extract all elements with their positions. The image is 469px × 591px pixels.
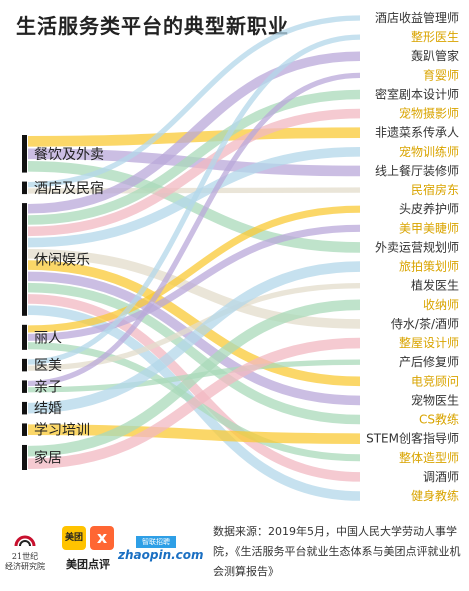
target-label: 轰趴管家 (411, 48, 459, 63)
flow-link (27, 424, 361, 444)
flow-link (27, 160, 361, 253)
source-bar (22, 135, 27, 173)
source-label: 休闲娱乐 (34, 252, 90, 268)
target-label: 酒店收益管理师 (375, 10, 459, 25)
flow-link (27, 224, 361, 341)
target-label: 旅拍策划师 (399, 259, 459, 274)
flow-link (27, 260, 361, 387)
institute-21-logo: 21世纪 经济研究院 (4, 524, 45, 580)
source-label: 酒店及民宿 (34, 180, 104, 197)
meituan-logo-text: 美团点评 (66, 558, 110, 571)
meituan-square-icon: 美团 (62, 526, 86, 550)
source-bar (22, 423, 27, 436)
flow-link (27, 34, 361, 365)
target-label: 宠物摄影师 (399, 106, 459, 121)
target-label: 宠物医生 (411, 392, 459, 407)
target-label: 电竞顾问 (411, 374, 459, 388)
target-label: 美甲美睫师 (399, 221, 459, 235)
target-label: 整形医生 (411, 29, 459, 44)
source-bar (22, 444, 27, 470)
source-label: 学习培训 (34, 423, 90, 439)
target-label: 整体造型师 (399, 450, 459, 465)
target-label: 植发医生 (411, 278, 459, 293)
flow-link (27, 299, 361, 457)
flow-link (27, 187, 361, 194)
data-source-note: 数据来源：2019年5月，中国人民大学劳动人事学院，《生活服务平台就业生态体系与… (213, 525, 461, 578)
flow-link (27, 249, 361, 329)
zhaopin-logo-text: zhaopin.com (118, 548, 204, 562)
target-label: 头皮养护师 (399, 201, 459, 216)
flow-link (27, 89, 361, 225)
source-label: 家居 (34, 449, 62, 466)
source-bar (22, 203, 27, 316)
flow-link (27, 337, 361, 470)
dianping-square-icon: ⅹ (90, 526, 114, 550)
target-label: 非遗菜系传承人 (375, 125, 459, 140)
meituan-logo: 美团 ⅹ 美团点评 (56, 522, 118, 582)
source-bar (22, 181, 27, 195)
target-label: 健身教练 (411, 488, 459, 503)
target-label: 产后修复师 (399, 354, 459, 369)
zhaopin-logo: 智联招聘 zhaopin.com (118, 536, 204, 566)
source-bar (22, 380, 27, 393)
target-label: 外卖运营规划师 (375, 239, 459, 254)
target-label: STEM创客指导师 (366, 431, 459, 446)
target-label: 宠物训练师 (399, 144, 459, 159)
flow-link (27, 51, 361, 214)
source-label: 医美 (34, 358, 62, 374)
target-label: 线上餐厅装修师 (375, 163, 459, 178)
source-label: 亲子 (34, 380, 62, 396)
footer-logos: 21世纪 经济研究院 美团 ⅹ 美团点评 智联招聘 zhaopin.com (0, 518, 204, 588)
target-label: 密室剧本设计师 (375, 86, 459, 101)
zhaopin-logo-badge: 智联招聘 (136, 536, 176, 548)
target-label: 侍水/茶/酒师 (391, 316, 459, 331)
flow-link (27, 261, 361, 414)
target-label: 民宿房东 (411, 182, 459, 197)
flow-link (27, 15, 361, 188)
institute-21-mark-icon (14, 535, 36, 547)
flow-link (27, 282, 361, 425)
target-label: 育婴师 (423, 67, 459, 82)
source-label: 结婚 (34, 401, 62, 417)
institute-21-logo-text: 21世纪 经济研究院 (5, 552, 45, 571)
target-label: CS教练 (419, 412, 459, 427)
flow-link (27, 283, 361, 371)
source-bar (22, 358, 27, 372)
source-bar (22, 401, 27, 415)
target-label: 整屋设计师 (399, 335, 459, 350)
flow-link (27, 72, 361, 387)
page-title: 生活服务类平台的典型新职业 (16, 14, 289, 38)
source-label: 丽人 (34, 330, 62, 346)
flow-links (27, 15, 361, 501)
target-label: 调酒师 (423, 470, 459, 484)
source-label: 餐饮及外卖 (34, 147, 104, 163)
source-bar (22, 324, 27, 350)
flow-link (27, 108, 361, 237)
target-label: 收纳师 (423, 298, 459, 312)
flow-link (27, 294, 361, 482)
flow-link (27, 205, 361, 333)
